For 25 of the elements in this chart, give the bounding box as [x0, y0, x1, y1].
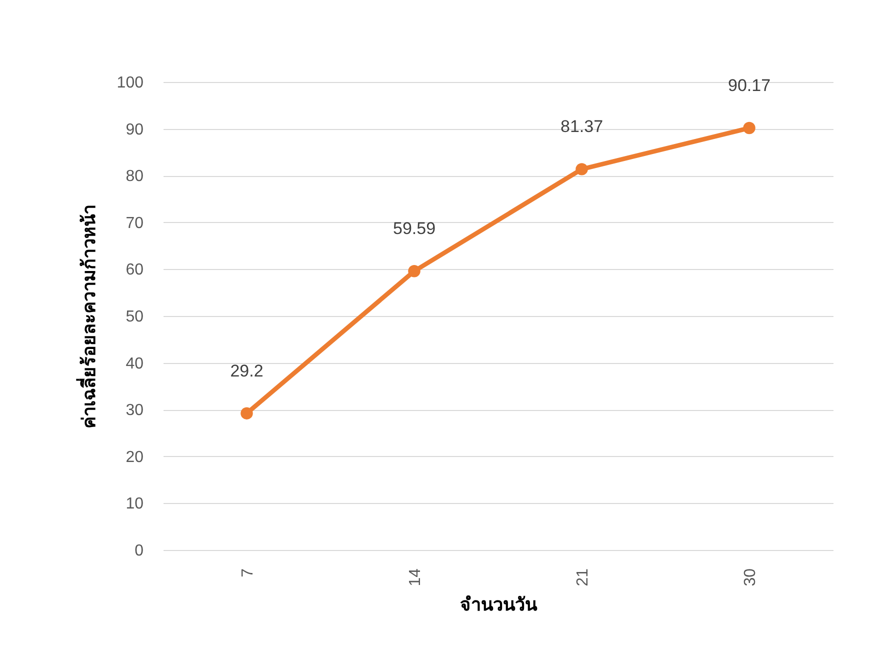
- point: [743, 122, 756, 134]
- data-label: 90.17: [728, 76, 771, 96]
- y-axis-title: ค่าเฉลี่ยร้อยละความก้าวหน้า: [76, 204, 99, 428]
- data-label: 59.59: [392, 219, 436, 238]
- x-tick-label: 21: [574, 568, 592, 586]
- y-tick-label: 40: [126, 355, 144, 372]
- y-tick-label: 80: [126, 168, 144, 186]
- x-tick-label: 7: [239, 568, 256, 578]
- x-tick-label: 30: [742, 568, 759, 586]
- y-tick-label: 60: [126, 262, 144, 279]
- x-tick-label: 14: [406, 568, 424, 586]
- data-label: 29.2: [230, 361, 264, 380]
- y-tick-label: 0: [134, 542, 144, 560]
- data-label: 81.37: [560, 117, 604, 136]
- point: [408, 265, 420, 278]
- point: [576, 163, 588, 176]
- point: [240, 407, 253, 420]
- y-tick-label: 10: [126, 496, 144, 513]
- y-tick-label: 70: [126, 214, 144, 232]
- y-tick-label: 20: [126, 448, 144, 466]
- x-axis-title: จำนวนวัน: [460, 594, 538, 614]
- y-tick-label: 100: [116, 74, 144, 92]
- y-tick-label: 50: [126, 308, 144, 326]
- y-tick-label: 90: [126, 121, 144, 138]
- y-tick-label: 30: [126, 402, 144, 420]
